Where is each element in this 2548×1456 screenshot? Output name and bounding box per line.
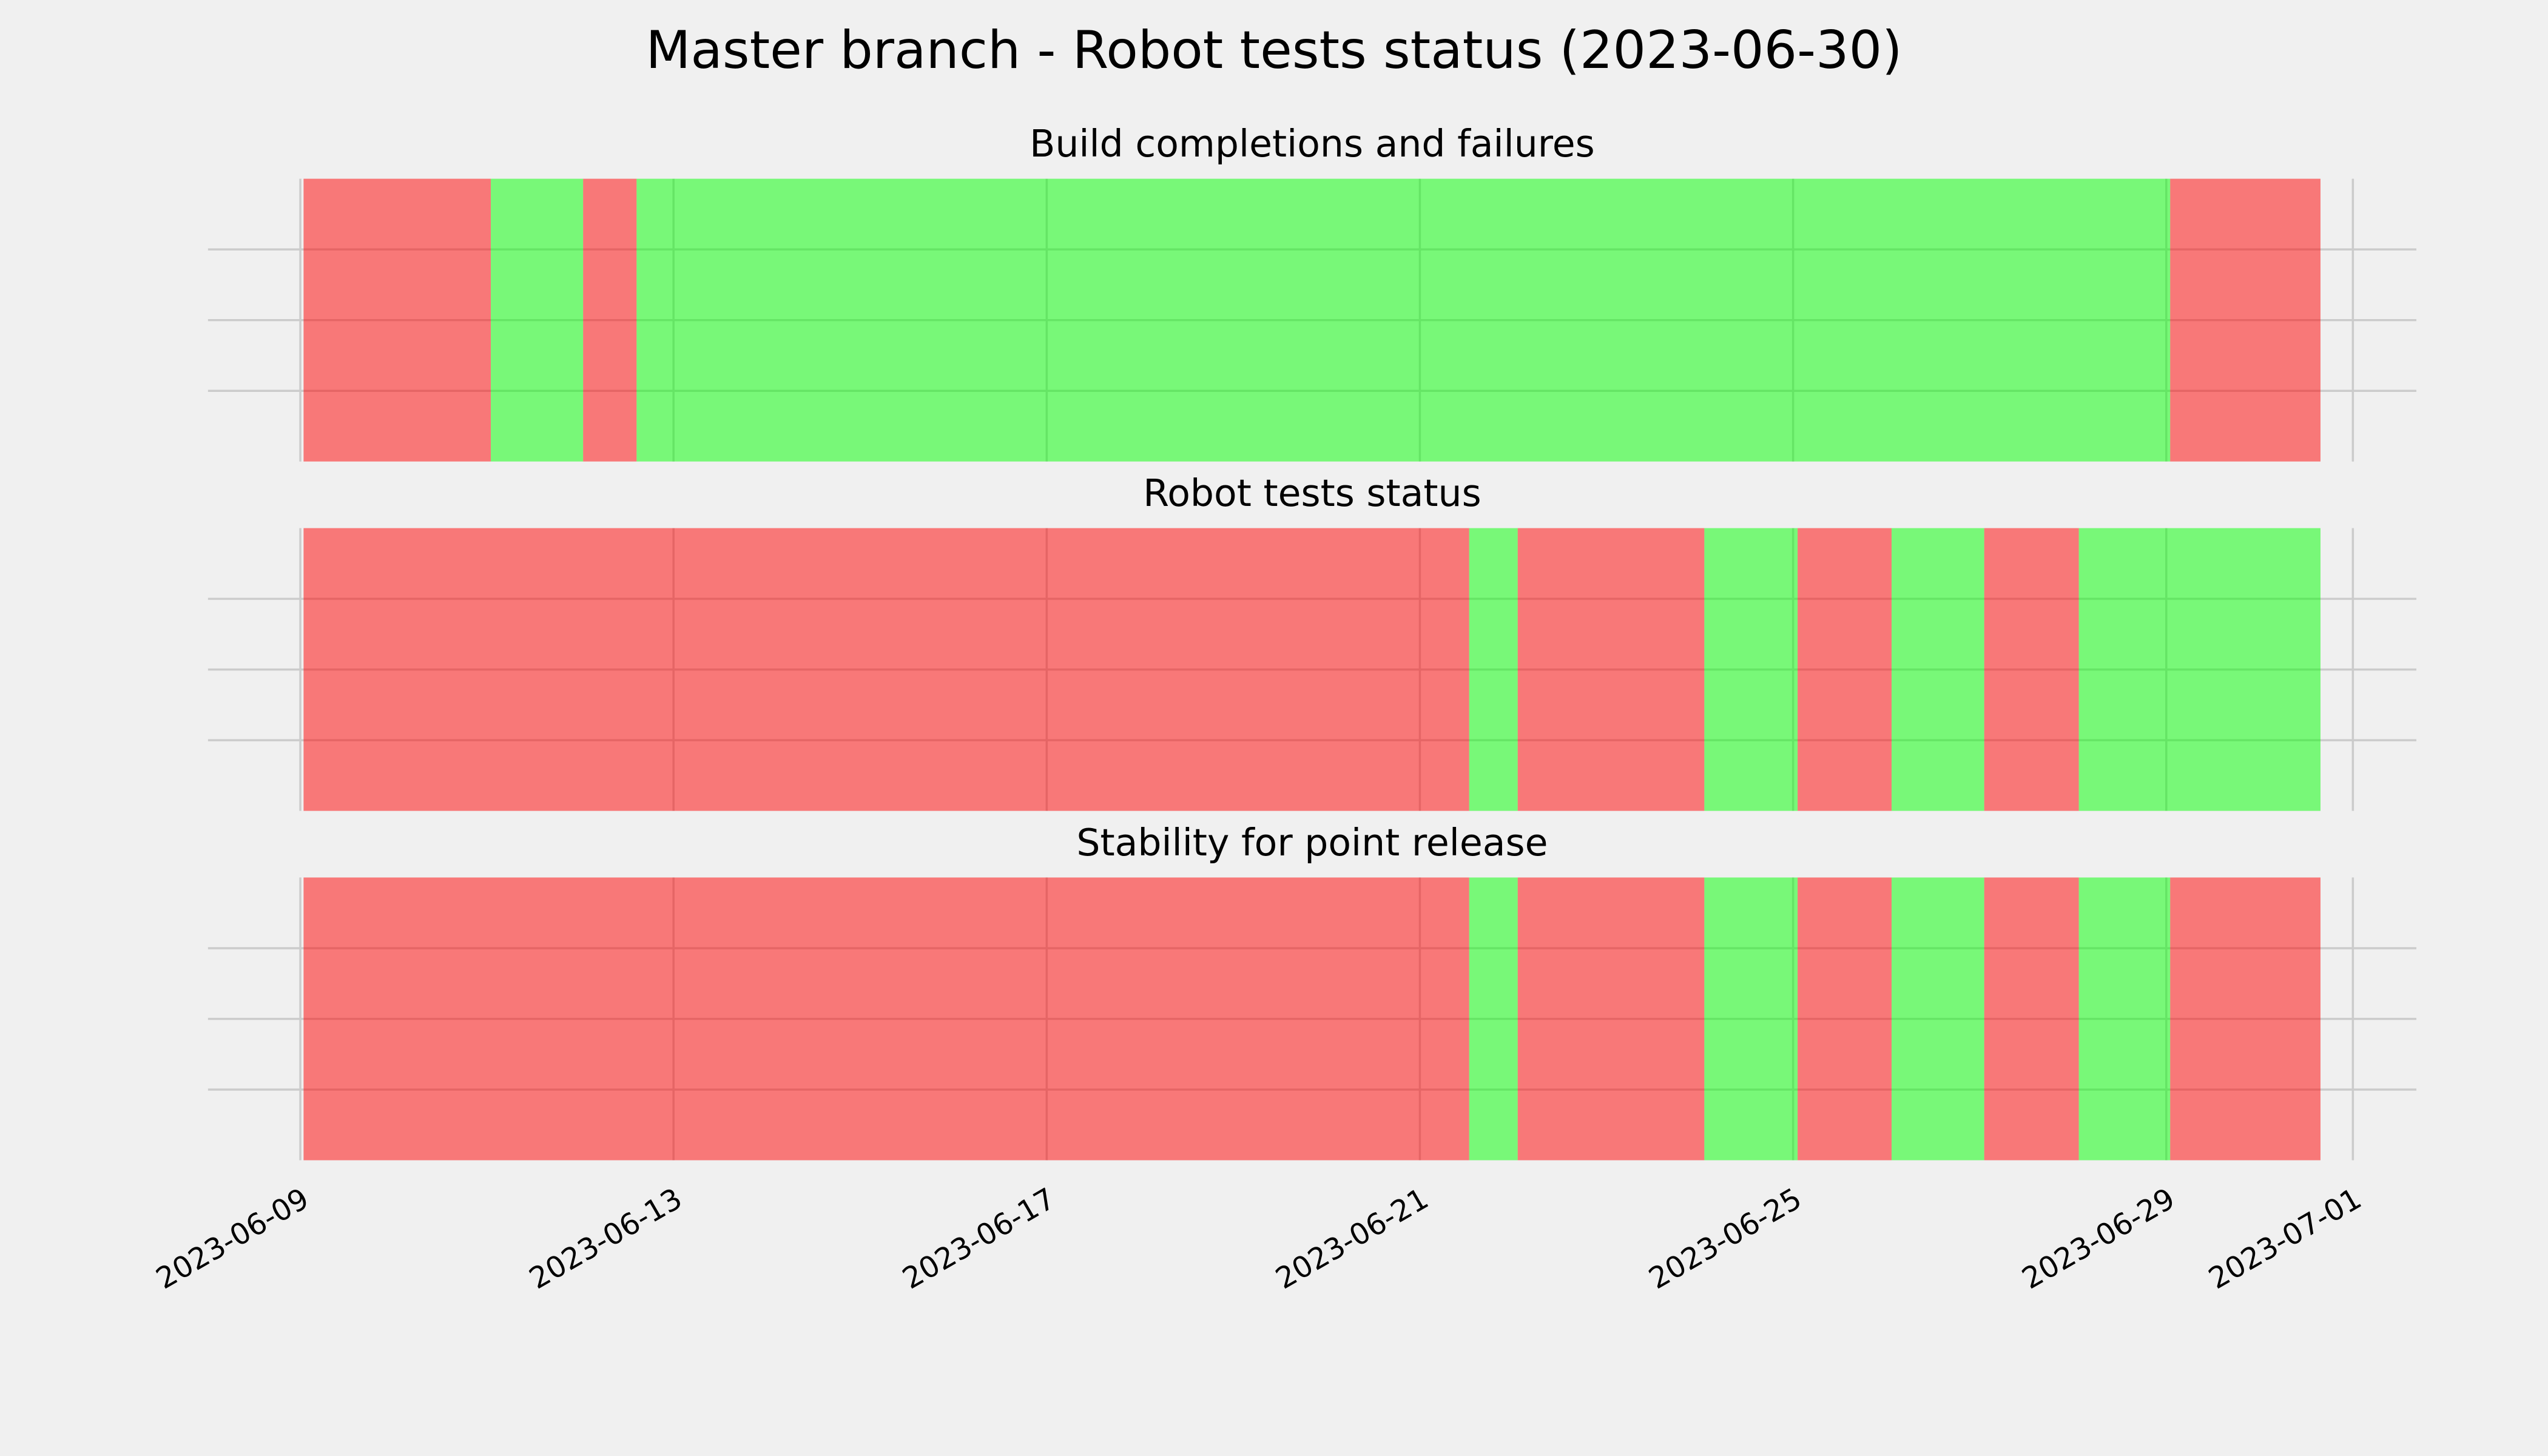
status-segment <box>1984 528 2079 811</box>
subplot-title: Build completions and failures <box>1030 122 1595 166</box>
status-segment <box>636 178 2171 462</box>
status-segment <box>303 178 491 462</box>
status-segment <box>1798 528 1892 811</box>
status-segment <box>2170 178 2320 462</box>
status-segment <box>2078 877 2171 1161</box>
status-segment <box>1517 528 1705 811</box>
status-segment <box>1517 877 1705 1161</box>
status-segment <box>2078 528 2320 811</box>
subplot-title: Robot tests status <box>1143 471 1481 515</box>
status-segment <box>1704 877 1798 1161</box>
status-segment <box>1798 877 1892 1161</box>
status-segment <box>583 178 637 462</box>
status-segment <box>303 528 1469 811</box>
chart-title: Master branch - Robot tests status (2023… <box>645 20 1902 81</box>
status-segment <box>1704 528 1798 811</box>
status-segment <box>491 178 584 462</box>
subplot-title: Stability for point release <box>1076 821 1548 864</box>
status-segment <box>303 877 1469 1161</box>
status-segment <box>1891 877 1984 1161</box>
status-segment <box>1469 877 1518 1161</box>
status-segment <box>1469 528 1518 811</box>
status-segment <box>1984 877 2079 1161</box>
status-segment <box>1891 528 1984 811</box>
status-segment <box>2170 877 2320 1161</box>
